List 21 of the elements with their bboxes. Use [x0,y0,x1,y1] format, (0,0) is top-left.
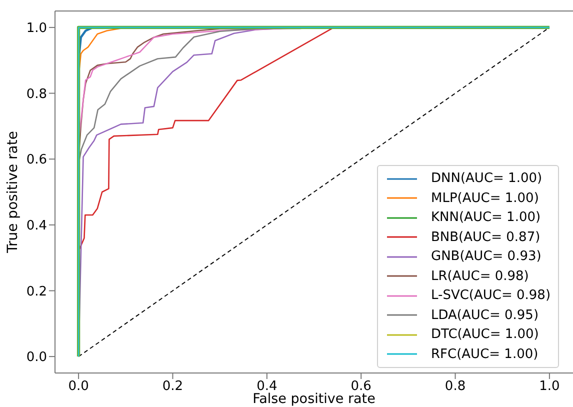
legend-label: L-SVC(AUC= 0.98) [431,288,551,304]
legend-label: RFC(AUC= 1.00) [431,346,538,362]
y-tick-label: 0.0 [26,350,47,366]
legend-label: DNN(AUC= 1.00) [431,171,542,186]
x-tick-label: 1.0 [539,379,560,394]
x-tick-label: 0.0 [68,379,89,394]
x-tick-label: 0.8 [444,379,466,394]
y-tick-label: 0.4 [26,218,47,234]
legend-label: GNB(AUC= 0.93) [431,249,542,264]
y-tick-label: 0.8 [26,86,47,102]
y-tick-label: 1.0 [26,21,47,36]
legend-label: KNN(AUC= 1.00) [431,210,541,226]
legend-label: MLP(AUC= 1.00) [431,190,539,206]
y-tick-label: 0.6 [26,152,47,168]
legend-label: LR(AUC= 0.98) [431,268,529,284]
y-tick-label: 0.2 [26,284,47,300]
x-tick-label: 0.2 [162,379,184,394]
legend-label: DTC(AUC= 1.00) [431,327,539,342]
y-axis-title: True positive rate [4,131,21,254]
legend-label: LDA(AUC= 0.95) [431,308,539,323]
legend-label: BNB(AUC= 0.87) [431,230,540,245]
